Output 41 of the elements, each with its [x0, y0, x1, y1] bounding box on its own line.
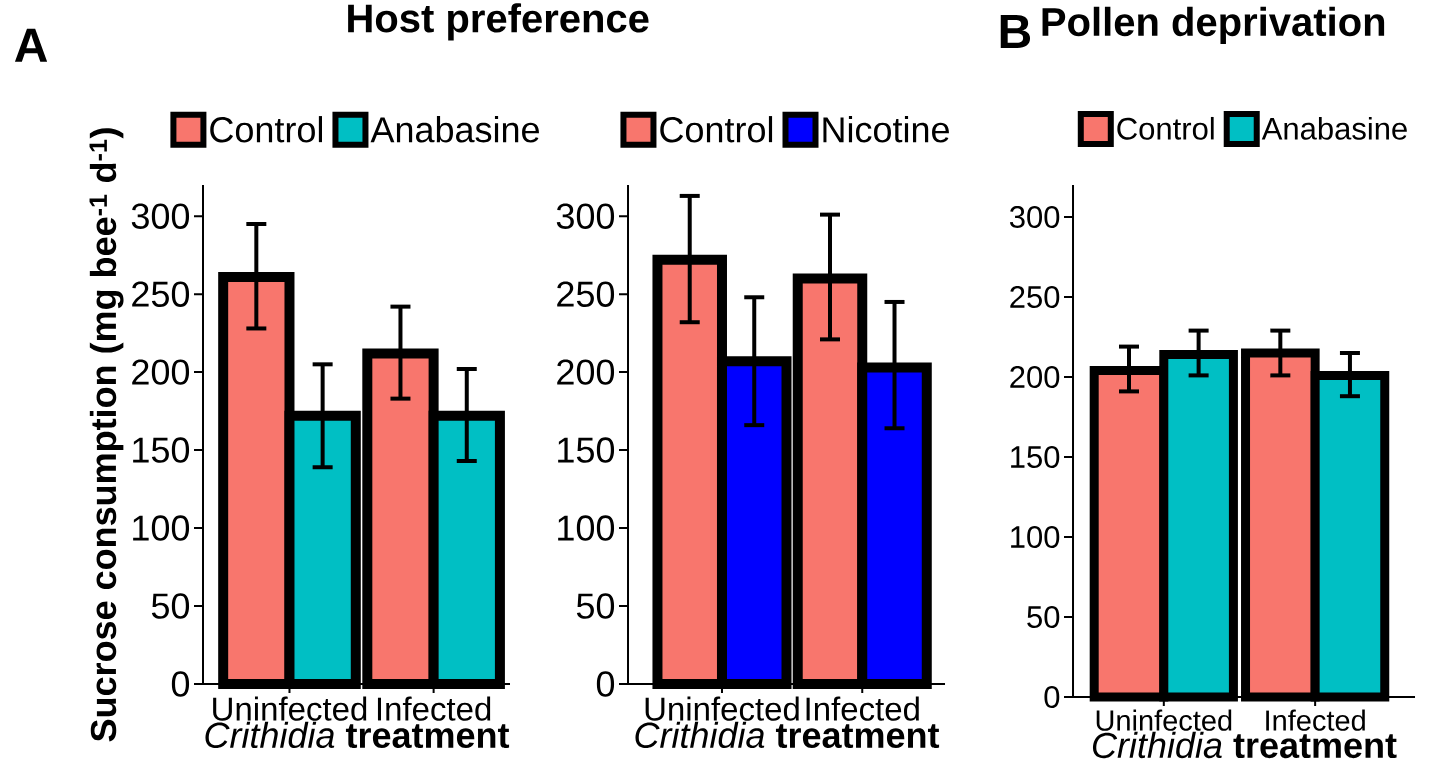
- x-tick-label: Uninfected: [645, 696, 799, 721]
- y-tick-label: 50: [576, 593, 615, 619]
- y-tick-label: 250: [1010, 286, 1060, 308]
- y-tick-label: 150: [1011, 446, 1060, 468]
- y-tick-label: 300: [556, 203, 615, 229]
- y-tick-label: 100: [558, 515, 615, 541]
- y-tick-label: 50: [151, 593, 190, 619]
- y-tick-label: 100: [1011, 526, 1060, 548]
- y-tick-label: 300: [131, 203, 190, 229]
- y-tick-label: 300: [1009, 206, 1060, 228]
- x-axis-title: Crithidia treatment: [205, 721, 510, 749]
- y-tick-label: 250: [132, 281, 190, 307]
- y-tick-label: 200: [132, 359, 190, 385]
- legend-label: Nicotine: [823, 116, 949, 143]
- y-tick-label: 150: [133, 437, 190, 463]
- legend-label: Anabasine: [1261, 116, 1407, 140]
- legend-label: Control: [1117, 116, 1214, 140]
- y-axis-title: Sucrose consumption (mg bee$^{-1}$ d$^{-1}$): [89, 128, 124, 742]
- y-tick-label: 0: [596, 671, 615, 697]
- y-tick-label: 150: [558, 437, 615, 463]
- chart-title: Host preference: [348, 3, 649, 41]
- y-tick-label: 200: [1010, 366, 1060, 388]
- x-tick-label: Uninfected: [1096, 709, 1232, 731]
- text: B: [1000, 14, 1031, 48]
- x-axis-title: Crithidia treatment: [1092, 731, 1397, 759]
- y-tick-label: 250: [557, 281, 615, 307]
- x-tick-label: Infected: [1266, 709, 1365, 731]
- x-tick-label: Infected: [377, 696, 491, 721]
- y-tick-label: 100: [133, 515, 190, 541]
- y-tick-label: 0: [171, 671, 190, 697]
- x-axis-title: Crithidia treatment: [635, 721, 940, 749]
- text: A: [14, 28, 48, 62]
- x-tick-label: Uninfected: [213, 696, 367, 721]
- chart-title: Pollen deprivation: [1042, 6, 1385, 45]
- x-tick-label: Infected: [806, 696, 919, 721]
- y-tick-label: 200: [557, 359, 615, 385]
- legend-label: Control: [660, 116, 773, 143]
- y-tick-label: 0: [1044, 686, 1060, 708]
- legend-label: Control: [210, 116, 323, 143]
- legend-label: Anabasine: [370, 116, 539, 143]
- y-tick-label: 50: [1027, 606, 1060, 628]
